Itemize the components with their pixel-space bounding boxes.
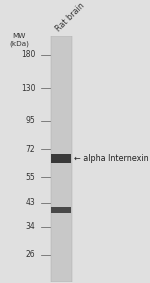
Text: Rat brain: Rat brain	[54, 1, 87, 33]
Text: ← alpha Internexin: ← alpha Internexin	[74, 154, 148, 163]
Text: 26: 26	[26, 250, 35, 259]
Text: 72: 72	[26, 145, 35, 154]
Text: 55: 55	[26, 173, 35, 182]
Text: 43: 43	[26, 198, 35, 207]
Bar	[51, 207, 71, 213]
Bar	[51, 37, 72, 282]
Text: 95: 95	[26, 116, 35, 125]
Text: 34: 34	[26, 222, 35, 231]
Text: 180: 180	[21, 50, 35, 59]
Text: MW
(kDa): MW (kDa)	[9, 33, 29, 47]
Bar	[51, 154, 71, 163]
Text: 130: 130	[21, 84, 35, 93]
